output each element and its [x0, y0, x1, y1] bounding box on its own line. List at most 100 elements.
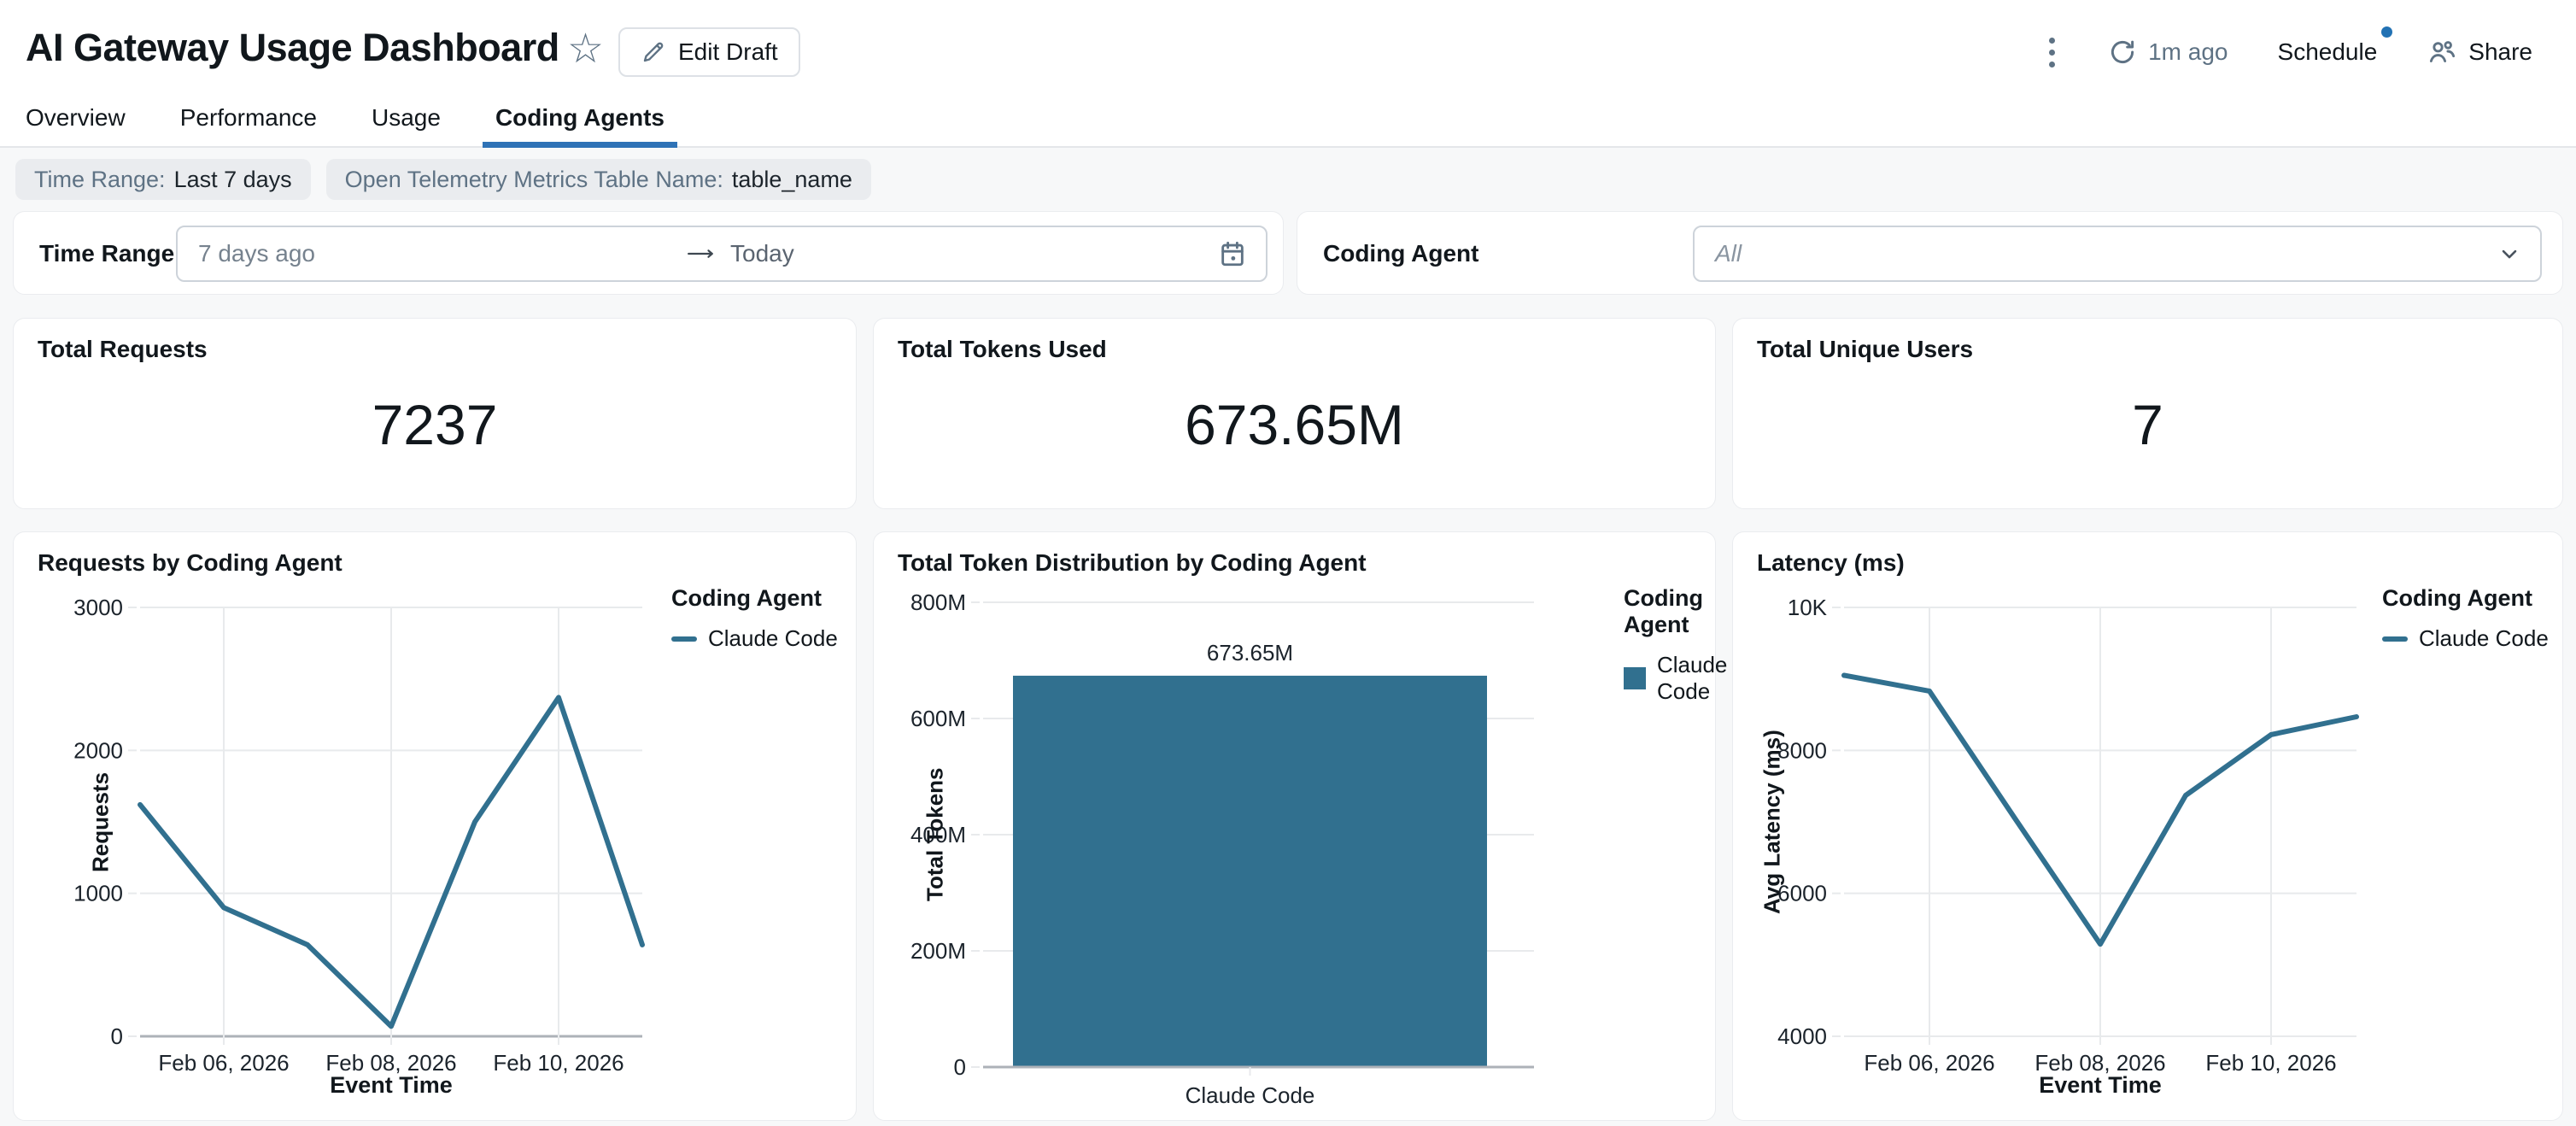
legend-item-label: Claude Code — [1657, 652, 1728, 704]
filter-chips-row: Time Range: Last 7 days Open Telemetry M… — [15, 159, 871, 200]
legend-swatch — [1624, 667, 1646, 689]
chart-legend: Coding Agent Claude Code — [2382, 585, 2549, 652]
chart-card-latency: Latency (ms) 4000 6000 8000 10K Feb 06, 2026… — [1732, 531, 2563, 1121]
y-axis-title: Requests — [87, 771, 114, 872]
kpi-card-total-tokens: Total Tokens Used 673.65M — [873, 318, 1716, 509]
legend-item-claude-code[interactable]: Claude Code — [671, 625, 838, 652]
legend-item-label: Claude Code — [708, 625, 838, 651]
tab-usage[interactable]: Usage — [372, 103, 441, 131]
legend-swatch — [671, 636, 697, 642]
kpi-value: 673.65M — [1185, 393, 1404, 456]
legend-title: Coding Agent — [671, 585, 822, 611]
svg-text:0: 0 — [954, 1054, 966, 1080]
svg-text:Feb 10, 2026: Feb 10, 2026 — [2205, 1050, 2336, 1076]
time-range-start-value: 7 days ago — [198, 240, 315, 267]
header-actions: 1m ago Schedule Share — [2040, 26, 2532, 77]
schedule-button[interactable]: Schedule — [2273, 26, 2393, 69]
schedule-label: Schedule — [2277, 38, 2378, 65]
kpi-title: Total Tokens Used — [898, 336, 1107, 362]
svg-text:2000: 2000 — [73, 737, 123, 763]
tab-performance[interactable]: Performance — [179, 103, 317, 131]
kpi-card-total-requests: Total Requests 7237 — [13, 318, 857, 509]
chart-title: Requests by Coding Agent — [38, 549, 342, 576]
edit-draft-label: Edit Draft — [678, 38, 778, 65]
svg-text:Feb 06, 2026: Feb 06, 2026 — [1864, 1050, 1994, 1076]
time-range-input[interactable]: 7 days ago Today — [176, 226, 1268, 282]
kpi-title: Total Requests — [38, 336, 208, 362]
requests-line-chart: 0 1000 2000 3000 Feb 06, 2026 Feb 08, 2026 Feb… — [73, 595, 645, 1076]
refresh-age-label: 1m ago — [2148, 38, 2228, 65]
chart-card-token-distribution: Total Token Distribution by Coding Agent… — [873, 531, 1727, 1121]
coding-agent-select[interactable]: All — [1693, 226, 2542, 282]
notification-dot — [2381, 26, 2393, 38]
svg-text:Feb 08, 2026: Feb 08, 2026 — [325, 1050, 456, 1076]
coding-agent-filter-label: Coding Agent — [1323, 240, 1479, 267]
chart-title: Total Token Distribution by Coding Agent — [898, 549, 1367, 576]
chart-card-requests-by-agent: Requests by Coding Agent 0 1000 2000 3000 Fe… — [13, 531, 857, 1121]
chip-time-range[interactable]: Time Range: Last 7 days — [15, 159, 311, 200]
svg-text:4000: 4000 — [1777, 1023, 1827, 1049]
legend-item-claude-code[interactable]: Claude Code — [2382, 625, 2549, 652]
tab-coding-agents[interactable]: Coding Agents — [482, 93, 677, 148]
svg-text:0: 0 — [111, 1023, 123, 1049]
legend-title: Coding Agent — [1624, 585, 1703, 637]
svg-text:6000: 6000 — [1777, 881, 1827, 906]
chip-value: Last 7 days — [173, 166, 292, 192]
time-range-end-value: Today — [730, 240, 794, 267]
favorite-star-icon[interactable]: ☆ — [567, 26, 605, 72]
page-title: AI Gateway Usage Dashboard — [26, 26, 559, 69]
latency-line-chart: 4000 6000 8000 10K Feb 06, 2026 Feb 08, 2026 F… — [1777, 595, 2359, 1076]
legend-title: Coding Agent — [2382, 585, 2532, 611]
time-range-filter-label: Time Range — [39, 240, 175, 267]
calendar-icon[interactable] — [1218, 238, 1247, 269]
header: AI Gateway Usage Dashboard ☆ Edit Draft … — [0, 0, 2576, 148]
share-button[interactable]: Share — [2427, 37, 2532, 67]
legend-swatch — [2382, 636, 2408, 642]
legend-item-label: Claude Code — [2419, 625, 2549, 651]
chip-label: Open Telemetry Metrics Table Name: — [344, 166, 723, 192]
svg-text:10K: 10K — [1788, 595, 1828, 620]
x-axis-title: Event Time — [330, 1072, 453, 1098]
svg-text:Feb 08, 2026: Feb 08, 2026 — [2034, 1050, 2165, 1076]
svg-text:1000: 1000 — [73, 881, 123, 906]
svg-text:673.65M: 673.65M — [1207, 640, 1293, 666]
chip-value: table_name — [731, 166, 852, 192]
edit-draft-button[interactable]: Edit Draft — [618, 27, 800, 77]
tokens-bar-chart: 0 200M 400M 600M 800M 673.65M Claude Code — [910, 589, 1534, 1108]
chip-table-name[interactable]: Open Telemetry Metrics Table Name: table… — [325, 159, 871, 200]
svg-text:Feb 06, 2026: Feb 06, 2026 — [158, 1050, 289, 1076]
tab-bar: Overview Performance Usage Coding Agents — [13, 93, 706, 148]
people-icon — [2427, 37, 2457, 67]
svg-text:200M: 200M — [910, 938, 966, 964]
svg-text:400M: 400M — [910, 822, 966, 847]
time-range-filter-card: Time Range 7 days ago Today — [13, 211, 1284, 295]
svg-text:800M: 800M — [910, 589, 966, 615]
legend-item-claude-code[interactable]: Claude Code — [1624, 652, 1727, 705]
x-axis-title: Event Time — [2039, 1072, 2162, 1098]
kpi-value: 7 — [2132, 393, 2163, 456]
refresh-icon — [2108, 38, 2137, 67]
svg-text:Claude Code: Claude Code — [1186, 1082, 1315, 1108]
chevron-down-icon — [2497, 242, 2521, 266]
pencil-icon — [641, 39, 666, 65]
chart-legend: Coding Agent Claude Code — [671, 585, 838, 652]
tab-overview[interactable]: Overview — [26, 103, 126, 131]
kebab-menu-icon[interactable] — [2040, 32, 2064, 73]
chart-title: Latency (ms) — [1757, 549, 1905, 576]
svg-text:600M: 600M — [910, 706, 966, 731]
chart-legend: Coding Agent Claude Code — [1624, 585, 1727, 705]
share-label: Share — [2468, 38, 2532, 65]
svg-text:3000: 3000 — [73, 595, 123, 620]
kpi-title: Total Unique Users — [1757, 336, 1974, 362]
refresh-button[interactable]: 1m ago — [2108, 38, 2228, 67]
svg-text:8000: 8000 — [1777, 737, 1827, 763]
y-axis-title: Total Tokens — [922, 767, 948, 902]
coding-agent-selected-value: All — [1715, 240, 1742, 267]
kpi-value: 7237 — [372, 393, 498, 456]
coding-agent-filter-card: Coding Agent All — [1297, 211, 2563, 295]
y-axis-title: Avg Latency (ms) — [1759, 730, 1785, 914]
chip-label: Time Range: — [34, 166, 166, 192]
svg-text:Feb 10, 2026: Feb 10, 2026 — [493, 1050, 624, 1076]
kpi-card-unique-users: Total Unique Users 7 — [1732, 318, 2563, 509]
